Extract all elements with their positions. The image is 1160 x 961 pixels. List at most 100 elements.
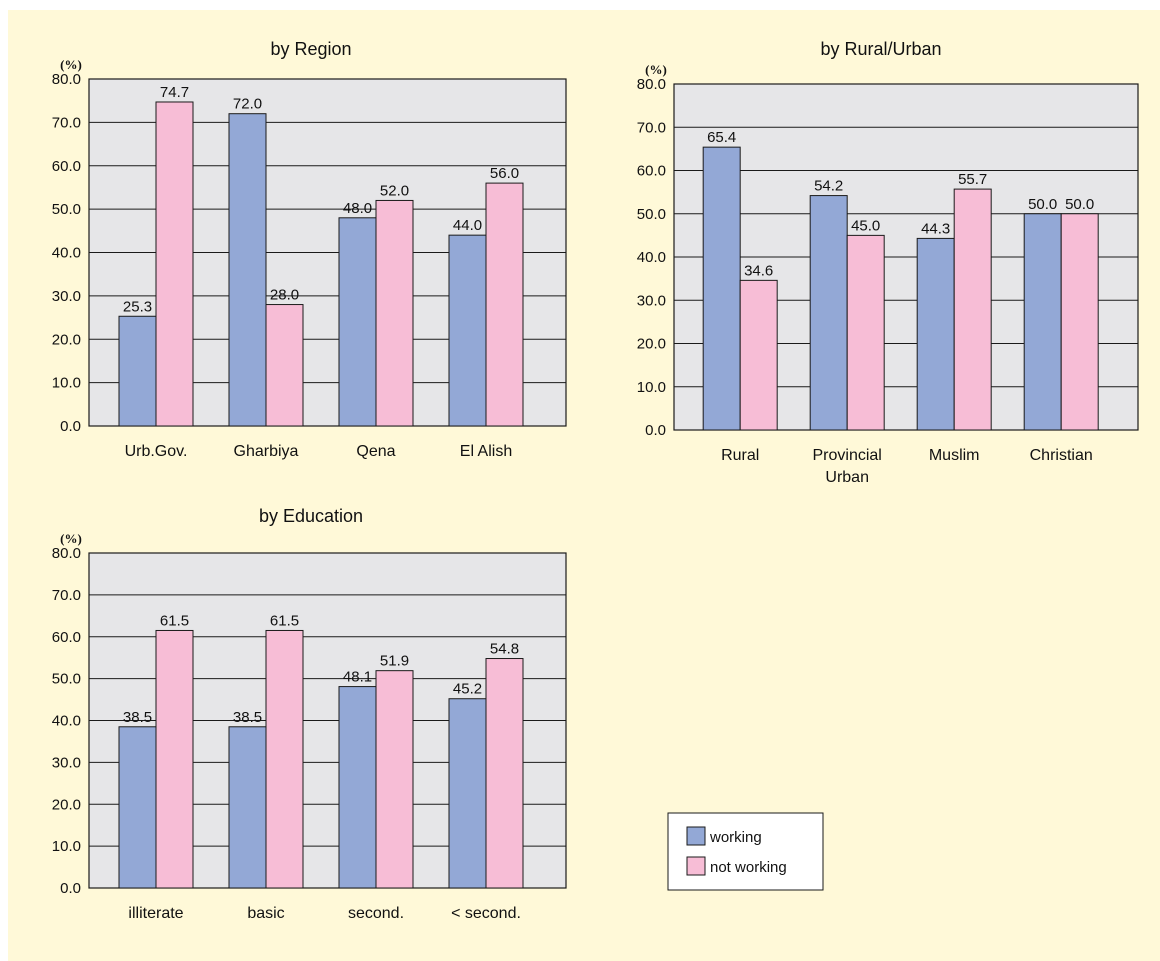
data-label: 45.2 — [453, 681, 482, 698]
bar-not-working — [846, 234, 885, 431]
y-tick-label: 10.0 — [52, 375, 81, 392]
data-label: 55.7 — [958, 171, 987, 188]
chart-1: 0.0 10.0 20.0 30.0 40.0 50.0 60.0 70.0 80.0 by Re… — [52, 39, 567, 460]
data-label: 50.0 — [1028, 196, 1057, 213]
x-tick-label: Urb.Gov. — [125, 443, 188, 460]
y-tick-label: 0.0 — [60, 880, 81, 897]
bar-working — [338, 686, 377, 889]
data-label: 45.0 — [851, 217, 880, 234]
y-unit-label: (%) — [645, 62, 667, 77]
bar-working — [338, 217, 377, 427]
x-tick-label: Gharbiya — [234, 443, 299, 460]
y-tick-label: 50.0 — [637, 206, 666, 223]
data-label: 72.0 — [233, 96, 262, 113]
data-label: 38.5 — [123, 709, 152, 726]
y-tick-label: 30.0 — [52, 754, 81, 771]
legend-label: not working — [710, 859, 787, 876]
y-tick-label: 40.0 — [637, 249, 666, 266]
bar-not-working — [375, 670, 414, 889]
y-tick-label: 50.0 — [52, 671, 81, 688]
data-label: 44.0 — [453, 217, 482, 234]
y-tick-label: 10.0 — [637, 379, 666, 396]
x-tick-label: El Alish — [460, 443, 512, 460]
data-label: 48.1 — [343, 669, 372, 686]
x-tick-label: Provincial — [813, 447, 882, 464]
y-tick-label: 70.0 — [637, 119, 666, 136]
y-tick-label: 20.0 — [52, 331, 81, 348]
y-tick-label: 50.0 — [52, 201, 81, 218]
legend-swatch — [686, 856, 706, 876]
y-unit-label: (%) — [60, 57, 82, 72]
data-label: 25.3 — [123, 298, 152, 315]
bar-not-working — [265, 304, 304, 427]
y-tick-label: 60.0 — [52, 158, 81, 175]
bar-working — [702, 146, 741, 431]
x-tick-label: illiterate — [128, 905, 183, 922]
bar-not-working — [485, 658, 524, 889]
chart-title: by Education — [259, 506, 363, 526]
bar-not-working — [155, 101, 194, 427]
y-tick-label: 70.0 — [52, 114, 81, 131]
bar-working — [809, 195, 848, 431]
plot-frame — [88, 78, 567, 427]
bar-working — [1023, 213, 1062, 431]
data-label: 56.0 — [490, 165, 519, 182]
legend: working not working — [667, 812, 824, 891]
data-label: 44.3 — [921, 220, 950, 237]
y-tick-label: 0.0 — [645, 422, 666, 439]
data-label: 61.5 — [270, 612, 299, 629]
chart-3: 0.0 10.0 20.0 30.0 40.0 50.0 60.0 70.0 80.0 by Ed… — [52, 506, 567, 922]
plot-frame — [88, 552, 567, 889]
legend-box — [667, 812, 824, 891]
x-tick-label: Christian — [1030, 447, 1093, 464]
legend-label: working — [709, 829, 762, 846]
bar-not-working — [485, 182, 524, 427]
data-label: 61.5 — [160, 612, 189, 629]
bar-working — [118, 726, 157, 889]
data-label: 28.0 — [270, 287, 299, 304]
chart-title: by Region — [270, 39, 351, 59]
y-tick-label: 30.0 — [637, 292, 666, 309]
y-tick-label: 20.0 — [52, 796, 81, 813]
bar-working — [448, 698, 487, 889]
y-tick-label: 20.0 — [637, 336, 666, 353]
y-tick-label: 80.0 — [52, 71, 81, 88]
y-tick-label: 80.0 — [52, 545, 81, 562]
y-tick-label: 70.0 — [52, 587, 81, 604]
y-tick-label: 10.0 — [52, 838, 81, 855]
bar-working — [228, 113, 267, 427]
bar-not-working — [739, 279, 778, 431]
data-label: 50.0 — [1065, 196, 1094, 213]
bar-not-working — [1060, 213, 1099, 431]
data-label: 34.6 — [744, 262, 773, 279]
y-tick-label: 40.0 — [52, 713, 81, 730]
charts-canvas: 0.0 10.0 20.0 30.0 40.0 50.0 60.0 70.0 80.0 by Re… — [52, 39, 1139, 922]
chart-2: 0.0 10.0 20.0 30.0 40.0 50.0 60.0 70.0 80.0 by Ru… — [637, 39, 1139, 486]
x-tick-label: Urban — [825, 469, 869, 486]
bar-not-working — [265, 629, 304, 889]
x-tick-label: Rural — [721, 447, 759, 464]
y-tick-label: 60.0 — [637, 163, 666, 180]
y-tick-label: 60.0 — [52, 629, 81, 646]
x-tick-label: second. — [348, 905, 404, 922]
bar-not-working — [155, 629, 194, 889]
y-tick-label: 30.0 — [52, 288, 81, 305]
y-tick-label: 0.0 — [60, 418, 81, 435]
data-label: 65.4 — [707, 129, 736, 146]
bar-not-working — [953, 188, 992, 431]
x-tick-label: < second. — [451, 905, 521, 922]
data-label: 52.0 — [380, 182, 409, 199]
data-label: 74.7 — [160, 84, 189, 101]
x-tick-label: Muslim — [929, 447, 980, 464]
figure-panel: 0.0 10.0 20.0 30.0 40.0 50.0 60.0 70.0 80.0 by Re… — [8, 10, 1160, 961]
bar-working — [448, 234, 487, 427]
data-label: 54.8 — [490, 641, 519, 658]
data-label: 48.0 — [343, 200, 372, 217]
x-tick-label: basic — [247, 905, 284, 922]
x-tick-label: Qena — [356, 443, 395, 460]
chart-title: by Rural/Urban — [820, 39, 941, 59]
data-label: 51.9 — [380, 653, 409, 670]
y-unit-label: (%) — [60, 531, 82, 546]
bar-not-working — [375, 199, 414, 427]
bar-working — [228, 726, 267, 889]
